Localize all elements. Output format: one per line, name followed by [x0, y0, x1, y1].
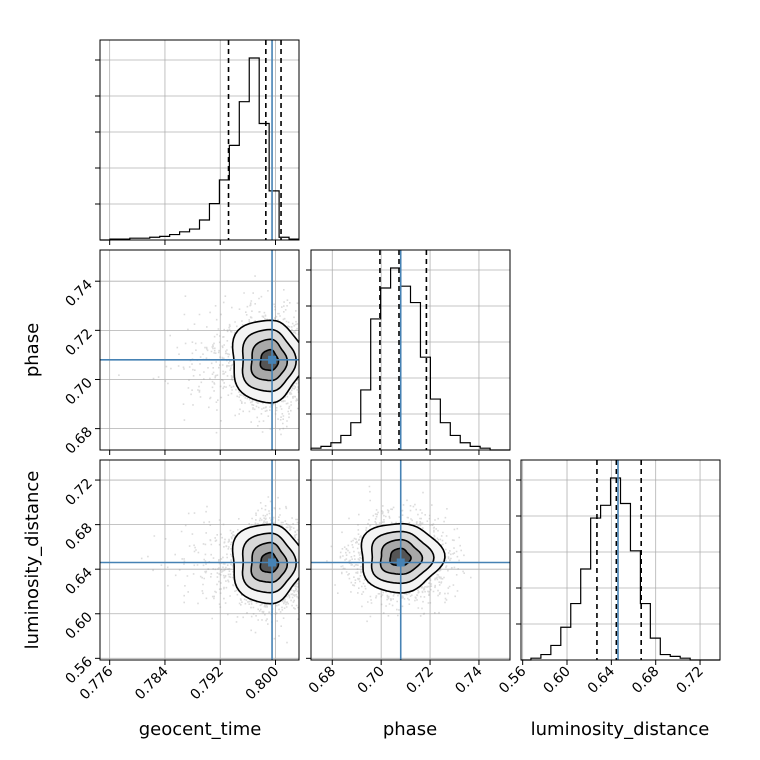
x-axis-label-phase: phase	[383, 719, 437, 740]
hist-panel-geocent_time	[95, 39, 300, 241]
y-tick-label: 0.72	[62, 326, 95, 359]
y-tick-label: 0.70	[62, 375, 95, 408]
y-tick-label: 0.68	[62, 424, 95, 457]
y-tick-label: 0.72	[62, 476, 95, 509]
truth-marker	[268, 558, 277, 567]
inner-x-ticks	[109, 240, 277, 245]
truth-marker	[268, 355, 277, 364]
x-tick-label: 0.56	[496, 663, 529, 696]
panel-frame	[99, 249, 300, 451]
x-tick-label: 0.74	[452, 663, 485, 696]
inner-ticks	[306, 479, 311, 659]
histogram-geocent_time	[100, 57, 299, 241]
panel-frame	[99, 39, 300, 241]
panel-frame	[520, 459, 721, 661]
histogram-luminosity_distance	[521, 477, 720, 661]
panel-frame	[310, 249, 511, 451]
x-ticks-phase: 0.68 0.70 0.72 0.74	[306, 660, 486, 697]
x-tick-label: 0.68	[629, 664, 662, 697]
y-tick-label: 0.60	[62, 609, 95, 642]
hist-panel-phase	[306, 249, 511, 451]
inner-x-ticks	[331, 450, 480, 455]
x-ticks-geocent_time: 0.776 0.784 0.792 0.800	[77, 660, 282, 703]
x-tick-label: 0.800	[243, 664, 283, 704]
truth-marker	[396, 558, 405, 567]
x-axis-label-luminosity_distance: luminosity_distance	[531, 719, 710, 740]
y-tick-label: 0.68	[62, 520, 95, 553]
x-tick-label: 0.68	[306, 664, 339, 697]
x-tick-label: 0.64	[585, 663, 618, 696]
panel-frame	[99, 459, 300, 661]
x-tick-label: 0.792	[187, 664, 227, 704]
inner-x-ticks	[109, 450, 277, 455]
x-ticks-luminosity_distance: 0.56 0.60 0.64 0.68 0.72	[496, 660, 707, 697]
panel-background	[311, 250, 510, 450]
y-axis-label-phase: phase	[22, 323, 43, 377]
density-layer	[326, 485, 472, 623]
x-tick-label: 0.70	[355, 664, 388, 697]
histogram-phase	[310, 267, 510, 451]
y-tick-label: 0.64	[62, 565, 95, 598]
scatter-panel-phase-vs-luminosity_distance	[310, 459, 511, 661]
contour-level-3	[389, 547, 412, 567]
x-tick-label: 0.784	[132, 663, 172, 703]
contour-level-0	[360, 523, 446, 594]
x-tick-label: 0.60	[540, 664, 573, 697]
panel-frame	[310, 459, 511, 661]
y-tick-label: 0.74	[62, 277, 95, 310]
scatter-panel-geocent_time-vs-luminosity_distance	[99, 459, 300, 661]
hist-panel-luminosity_distance	[516, 459, 721, 661]
contour-level-1	[370, 530, 435, 585]
x-tick-label: 0.72	[404, 664, 437, 697]
contour-level-2	[379, 538, 424, 575]
y-axis-label-luminosity_distance: luminosity_distance	[22, 471, 43, 650]
x-axis-label-geocent_time: geocent_time	[139, 719, 262, 740]
scatter-panel-geocent_time-vs-phase	[99, 249, 300, 451]
x-tick-label: 0.72	[674, 664, 707, 697]
panels-layer: 0.776 0.784 0.792 0.800 0.68 0.70 0.72 0.74 0.56…	[62, 39, 721, 703]
y-ticks-phase: 0.68 0.70 0.72 0.74	[62, 277, 100, 457]
y-ticks-luminosity_distance: 0.560.600.640.680.72	[62, 476, 100, 687]
scatter-points	[118, 275, 299, 436]
